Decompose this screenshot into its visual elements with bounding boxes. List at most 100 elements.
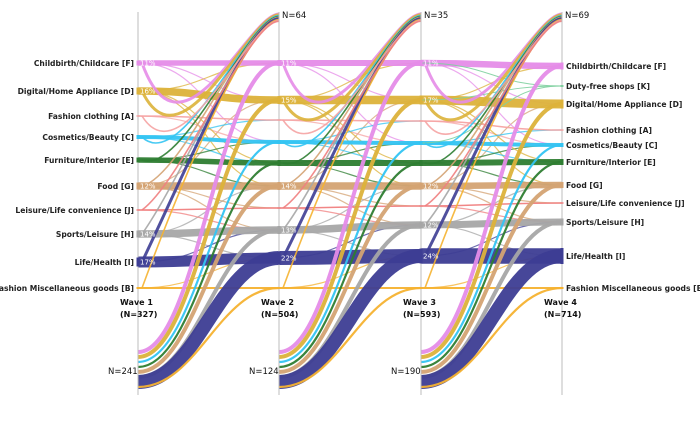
right-label-f: Childbirth/Childcare [F] bbox=[566, 62, 666, 71]
dropout-flow-i-w1 bbox=[137, 251, 280, 389]
node-a-w2 bbox=[277, 119, 281, 121]
pct-label-i-w3: 24% bbox=[423, 253, 439, 261]
dropout-flow-b-w1 bbox=[137, 286, 280, 389]
node-e-w4 bbox=[560, 159, 564, 165]
node-i-w4 bbox=[560, 248, 564, 264]
wave-label-4: Wave 4 bbox=[544, 298, 577, 307]
pct-label-i-w4: 25% bbox=[564, 253, 580, 261]
entry-flow-j-w3 bbox=[282, 20, 422, 209]
dropout-label-w3: N=190 bbox=[391, 367, 421, 377]
node-h-w1 bbox=[136, 230, 140, 238]
dropout-flow-h-w3 bbox=[420, 220, 563, 379]
dropout-flow-i-w3 bbox=[420, 249, 563, 389]
pct-label-i-w1: 17% bbox=[140, 259, 156, 267]
dropout-flow-e-w2 bbox=[278, 161, 422, 369]
dropout-flow-c-w2 bbox=[278, 141, 422, 364]
node-f-w1 bbox=[136, 60, 140, 66]
flow-f-w3-w4 bbox=[420, 59, 563, 70]
dropout-flow-f-w2 bbox=[278, 61, 422, 354]
pct-label-g-w1: 12% bbox=[140, 183, 156, 191]
wave-n-label-3: (N=593) bbox=[403, 310, 440, 319]
node-a-w4 bbox=[560, 129, 564, 131]
pct-label-g-w3: 12% bbox=[423, 183, 439, 191]
left-label-j: Leisure/Life convenience [J] bbox=[15, 206, 134, 215]
left-label-e: Furniture/Interior [E] bbox=[44, 156, 134, 165]
node-e-w1 bbox=[136, 157, 140, 163]
dropout-flow-e-w1 bbox=[137, 161, 280, 369]
dropout-flow-d-w2 bbox=[278, 98, 422, 359]
right-label-e: Furniture/Interior [E] bbox=[566, 158, 656, 167]
pct-label-h-w3: 12% bbox=[423, 222, 439, 230]
wave-label-2: Wave 2 bbox=[261, 298, 294, 307]
node-i-w3 bbox=[419, 248, 423, 264]
node-c-w2 bbox=[277, 140, 281, 144]
node-a-w3 bbox=[419, 120, 423, 122]
flow-e-w3-w4 bbox=[420, 159, 563, 166]
node-c-w1 bbox=[136, 135, 140, 139]
node-j-w2 bbox=[277, 207, 281, 209]
dropout-flow-layer bbox=[137, 61, 563, 389]
left-label-b: Fashion Miscellaneous goods [B] bbox=[0, 284, 134, 293]
dropout-flow-c-w3 bbox=[420, 143, 563, 364]
node-g-w2 bbox=[277, 182, 281, 190]
dropout-flow-e-w3 bbox=[420, 160, 563, 369]
left-label-d: Digital/Home Appliance [D] bbox=[18, 87, 134, 96]
node-b-w4 bbox=[560, 287, 564, 289]
node-f-w4 bbox=[560, 62, 564, 70]
node-d-w2 bbox=[277, 96, 281, 104]
pct-label-d-w4: 16% bbox=[564, 101, 580, 109]
new-entry-label-w3: N=35 bbox=[424, 11, 448, 21]
flow-c-w2-w3 bbox=[278, 140, 422, 145]
pct-label-f-w2: 11% bbox=[281, 60, 297, 68]
pct-label-i-w2: 22% bbox=[281, 255, 297, 263]
node-j-w4 bbox=[560, 202, 564, 204]
pct-label-f-w3: 11% bbox=[423, 60, 439, 68]
dropout-flow-g-w2 bbox=[278, 184, 422, 374]
dropout-flow-f-w1 bbox=[137, 61, 280, 354]
node-j-w1 bbox=[136, 209, 140, 211]
node-b-w1 bbox=[136, 287, 140, 289]
flow-d-w1-w2 bbox=[137, 87, 280, 104]
left-label-a: Fashion clothing [A] bbox=[48, 112, 134, 121]
wave-axis-layer bbox=[136, 12, 564, 395]
left-label-h: Sports/Leisure [H] bbox=[56, 230, 134, 239]
new-entry-label-w2: N=64 bbox=[282, 11, 306, 21]
node-f-w2 bbox=[277, 60, 281, 66]
right-label-d: Digital/Home Appliance [D] bbox=[566, 100, 682, 109]
left-label-i: Life/Health [I] bbox=[75, 258, 134, 267]
wave-n-label-2: (N=504) bbox=[261, 310, 298, 319]
new-entry-label-w4: N=69 bbox=[565, 11, 589, 21]
dropout-flow-d-w3 bbox=[420, 102, 563, 359]
entry-flow-j-w4 bbox=[424, 20, 563, 207]
flow-c-w3-w4 bbox=[420, 141, 563, 147]
right-label-a: Fashion clothing [A] bbox=[566, 126, 652, 135]
node-i-w1 bbox=[136, 257, 140, 267]
node-g-w3 bbox=[419, 182, 423, 190]
flow-e-w1-w2 bbox=[137, 157, 280, 166]
right-label-i: Life/Health [I] bbox=[566, 252, 625, 261]
entry-flow-layer bbox=[140, 12, 563, 289]
dropout-label-w2: N=124 bbox=[249, 367, 279, 377]
wave-label-3: Wave 3 bbox=[403, 298, 436, 307]
dropout-label-w1: N=241 bbox=[108, 367, 138, 377]
node-j-w3 bbox=[419, 205, 423, 207]
flow-c-w1-w2 bbox=[137, 135, 280, 144]
dropout-flow-b-w3 bbox=[420, 286, 563, 389]
node-c-w3 bbox=[419, 141, 423, 145]
node-h-w3 bbox=[419, 221, 423, 229]
wave-n-label-4: (N=714) bbox=[544, 310, 581, 319]
label-layer: 11% 16% 12% 14% 17% 11% 15% 14% 13% 22% 11% 17% 12% 1… bbox=[0, 11, 700, 377]
pct-label-f-w4: 12% bbox=[564, 63, 580, 71]
wave-label-1: Wave 1 bbox=[120, 298, 153, 307]
wave-n-label-1: (N=327) bbox=[120, 310, 157, 319]
dropout-flow-h-w2 bbox=[278, 223, 422, 379]
pct-label-d-w2: 15% bbox=[281, 97, 297, 105]
right-label-b: Fashion Miscellaneous goods [B] bbox=[566, 284, 700, 293]
node-b-w3 bbox=[419, 287, 423, 289]
node-b-w2 bbox=[277, 287, 281, 289]
dropout-flow-c-w1 bbox=[137, 140, 280, 364]
dropout-flow-d-w1 bbox=[137, 98, 280, 359]
dropout-flow-f-w3 bbox=[420, 64, 563, 354]
node-h-w4 bbox=[560, 218, 564, 226]
